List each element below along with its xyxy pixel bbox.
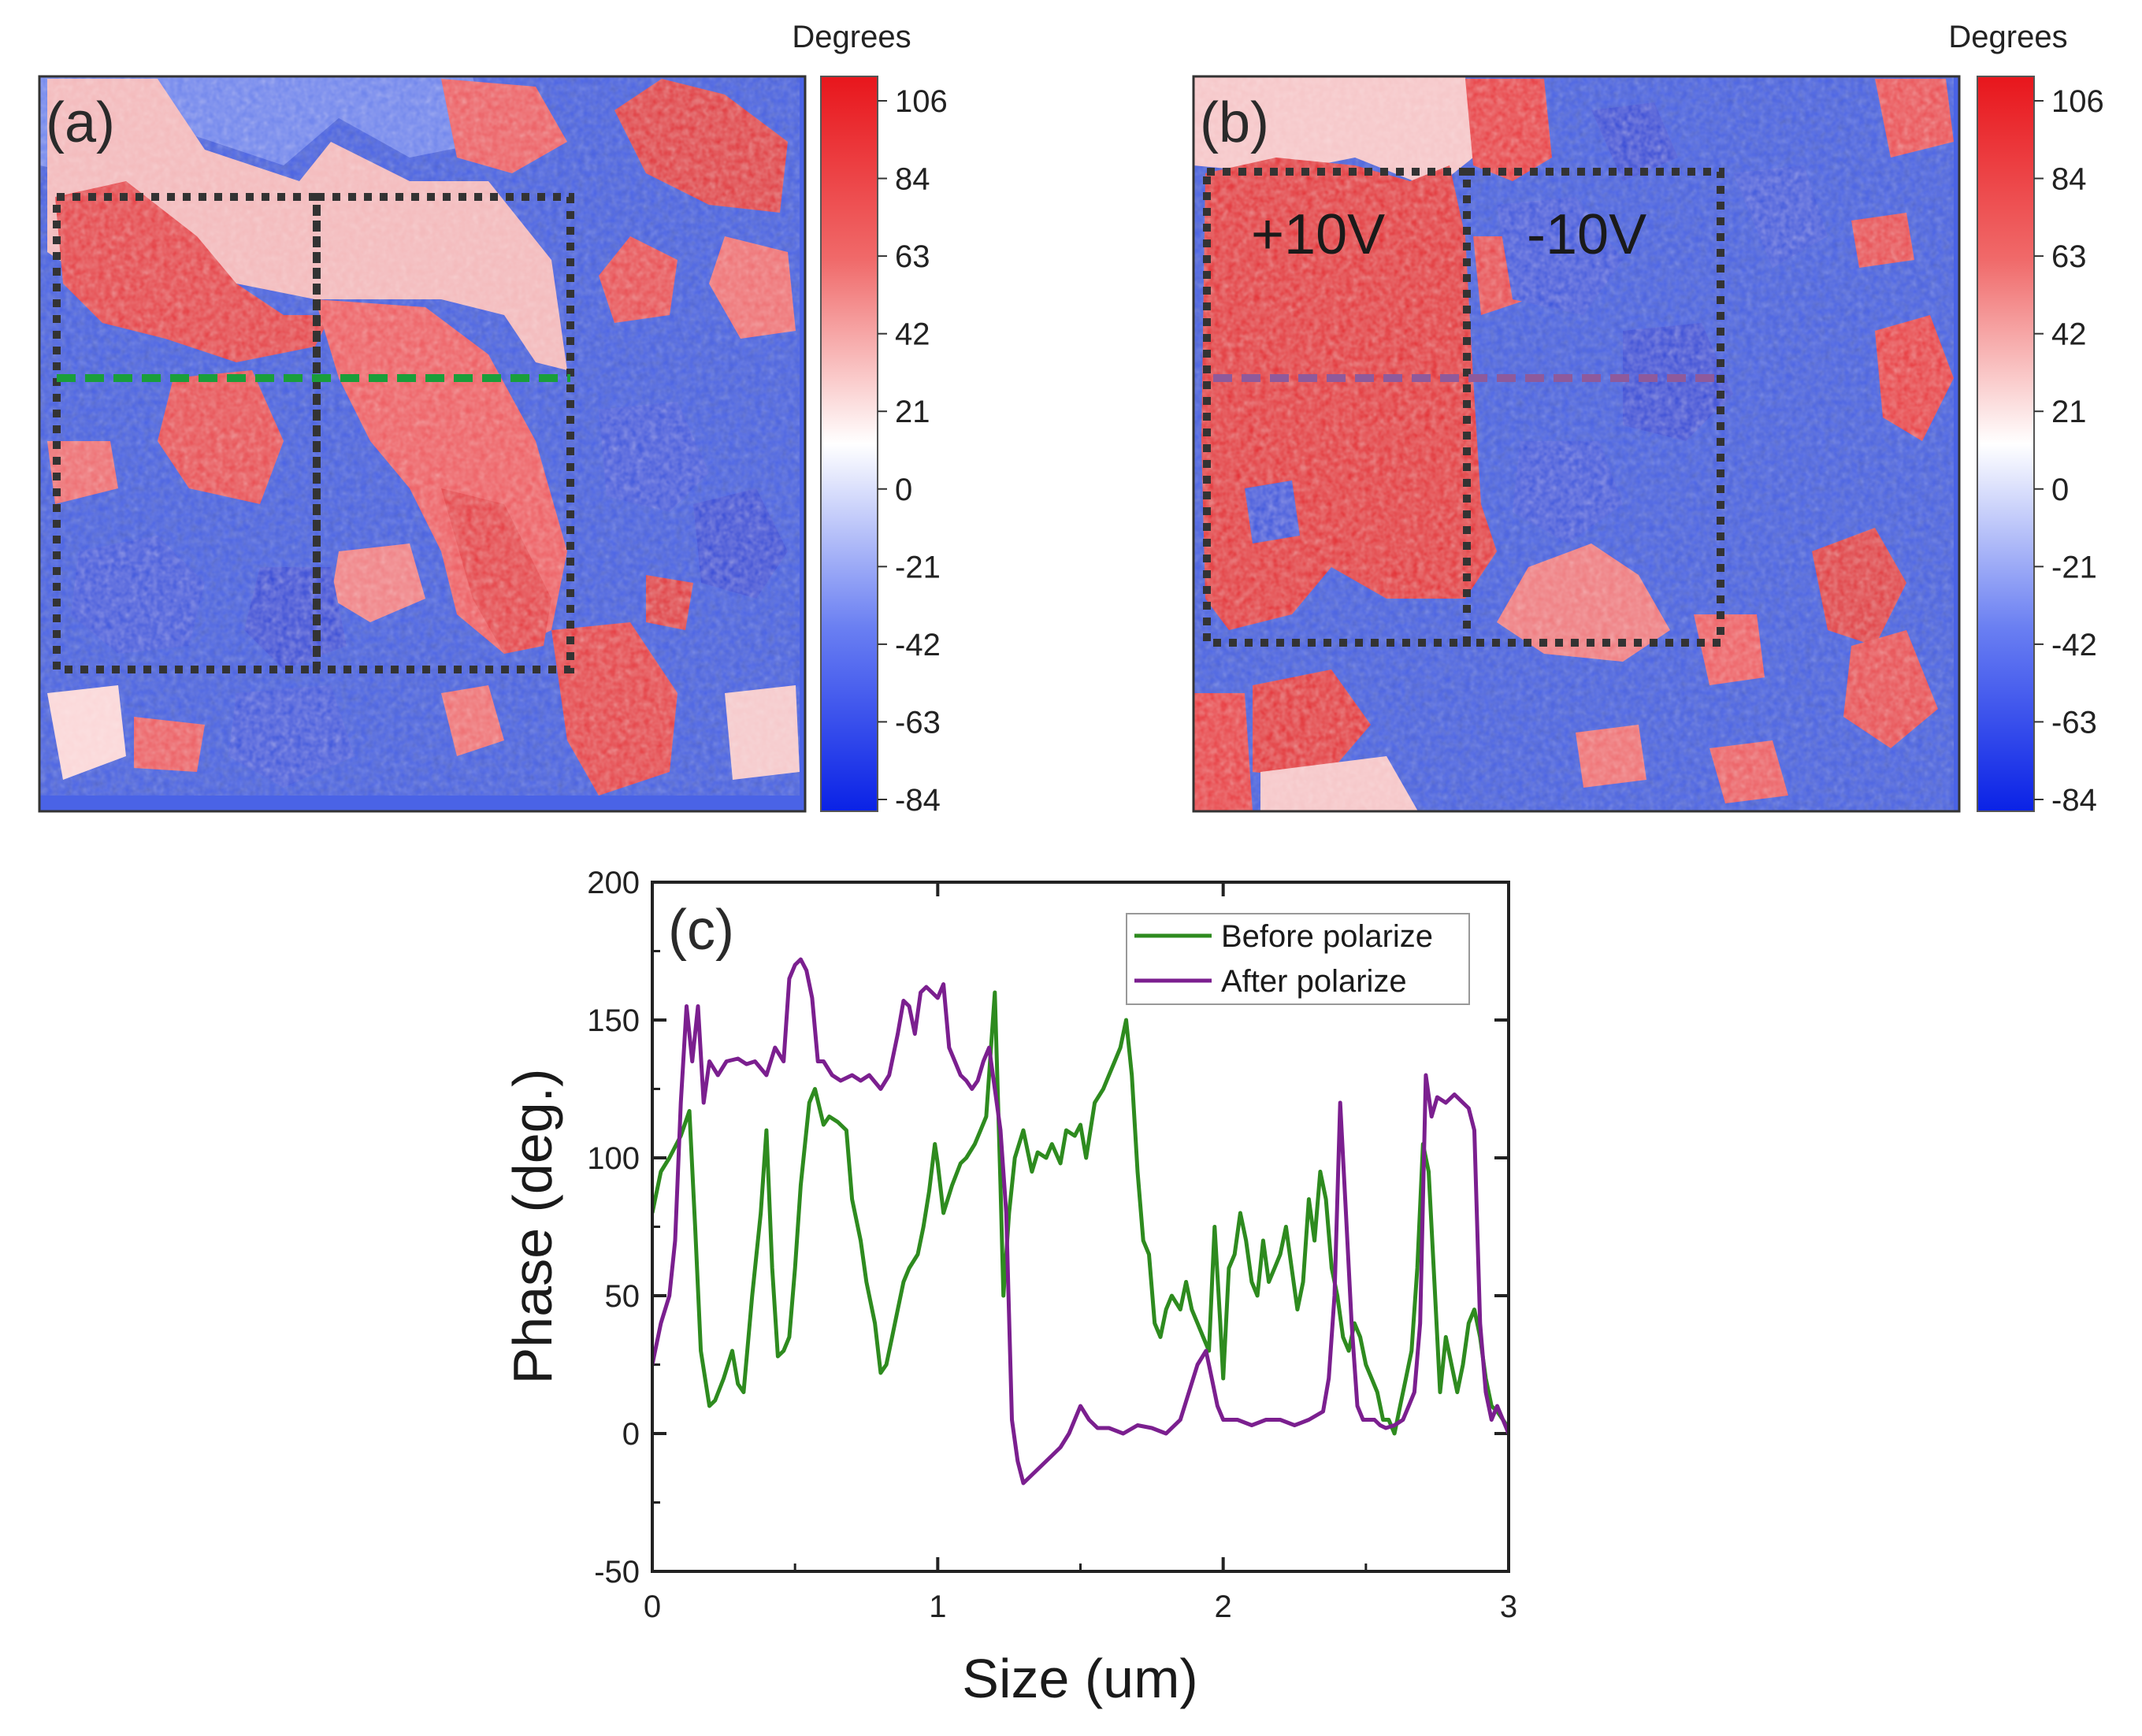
colorbar-a: Degrees 106 84 63 42 21 0 -21 -42 -63 -84	[792, 20, 947, 818]
colorbar-title-b: Degrees	[1948, 20, 2067, 54]
colorbar-tick-label-a: 0	[895, 473, 912, 507]
series-line-after-polarize	[652, 957, 1509, 1486]
series-line-before-polarize	[652, 990, 1509, 1436]
x-tick-label: 1	[929, 1589, 946, 1624]
colorbar-tick-label-b: 63	[2051, 239, 2087, 274]
colorbar-tick-label-a: -63	[895, 705, 941, 740]
colorbar-tick-label-b: 84	[2051, 162, 2087, 197]
colorbar-tick-label-a: 42	[895, 317, 930, 352]
legend-box	[1126, 913, 1470, 1005]
y-tick-label: 200	[587, 866, 640, 900]
map-frame-a	[38, 75, 807, 813]
colorbar-tick-label-a: -21	[895, 550, 941, 584]
colorbar-tick-label-a: 21	[895, 395, 930, 429]
colorbar-tick-label-b: 106	[2051, 84, 2104, 119]
map-frame-b	[1192, 75, 1961, 813]
x-axis-label: Size (um)	[962, 1648, 1197, 1709]
annotation-minus-10v: -10V	[1527, 203, 1646, 266]
annotation-plus-10v: +10V	[1251, 203, 1385, 266]
phase-map-a	[39, 76, 805, 811]
panel-label-a: (a)	[46, 91, 115, 154]
colorbar-tick-label-b: 0	[2051, 473, 2069, 507]
x-tick-label: 0	[644, 1589, 661, 1624]
x-tick-label: 3	[1500, 1589, 1517, 1624]
pol-box-right-a	[313, 193, 574, 673]
pol-box-minus-b	[1463, 168, 1724, 647]
y-tick-label: 100	[587, 1141, 640, 1176]
colorbar-tick-label-a: -42	[895, 628, 941, 662]
colorbar-tick-label-b: -21	[2051, 550, 2097, 584]
x-tick-label: 2	[1215, 1589, 1232, 1624]
panel-label-c: (c)	[668, 899, 734, 962]
y-tick-label: 0	[622, 1417, 640, 1452]
colorbar-tick-label-a: 84	[895, 162, 930, 197]
legend-label-before: Before polarize	[1221, 919, 1433, 954]
y-tick-label: 150	[587, 1003, 640, 1038]
panel-label-b: (b)	[1200, 91, 1269, 154]
legend: Before polarize After polarize	[1126, 913, 1470, 1005]
colorbar-tick-label-b: -42	[2051, 628, 2097, 662]
colorbar-tick-label-b: 21	[2051, 395, 2087, 429]
colorbar-tick-label-a: 106	[895, 84, 948, 119]
colorbar-tick-label-a: 63	[895, 239, 930, 274]
panel-b: +10V -10V (b) Degrees 106 84 63 42 21 0 -21 -42…	[1192, 20, 2104, 818]
y-tick-label: 50	[605, 1279, 640, 1314]
colorbar-tick-label-a: -84	[895, 783, 941, 818]
colorbar-tick-label-b: -63	[2051, 705, 2097, 740]
y-tick-label: -50	[594, 1555, 640, 1589]
phase-map-b: +10V -10V	[1194, 76, 1959, 811]
y-axis-label: Phase (deg.)	[502, 1069, 563, 1385]
plot-frame	[651, 881, 1510, 1573]
colorbar-tick-label-b: -84	[2051, 783, 2097, 818]
colorbar-tick-label-b: 42	[2051, 317, 2087, 352]
legend-label-after: After polarize	[1221, 964, 1407, 999]
colorbar-b: Degrees 106 84 63 42 21 0 -21 -42 -63 -84	[1948, 20, 2103, 818]
panel-a: (a) Degrees 106 84 63 42 21 0 -21 -42 -63 -84	[38, 20, 948, 818]
colorbar-title-a: Degrees	[792, 20, 911, 54]
